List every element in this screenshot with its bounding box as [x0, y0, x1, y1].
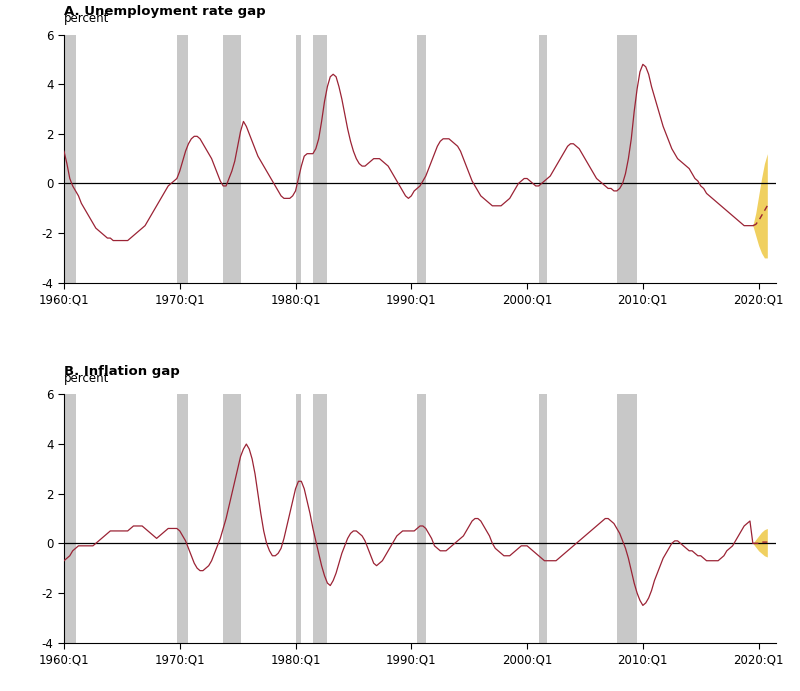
- Bar: [417, 395, 426, 643]
- Bar: [538, 35, 547, 283]
- Bar: [177, 395, 189, 643]
- Bar: [417, 35, 426, 283]
- Bar: [313, 395, 327, 643]
- Text: percent: percent: [64, 12, 110, 25]
- Text: A. Unemployment rate gap: A. Unemployment rate gap: [64, 5, 266, 18]
- Bar: [617, 35, 637, 283]
- Bar: [313, 35, 327, 283]
- Bar: [64, 35, 75, 283]
- Bar: [223, 35, 241, 283]
- Bar: [64, 395, 75, 643]
- Bar: [223, 395, 241, 643]
- Bar: [295, 35, 302, 283]
- Bar: [177, 35, 189, 283]
- Bar: [295, 395, 302, 643]
- Text: percent: percent: [64, 372, 110, 384]
- Bar: [538, 395, 547, 643]
- Text: B. Inflation gap: B. Inflation gap: [64, 365, 180, 378]
- Bar: [617, 395, 637, 643]
